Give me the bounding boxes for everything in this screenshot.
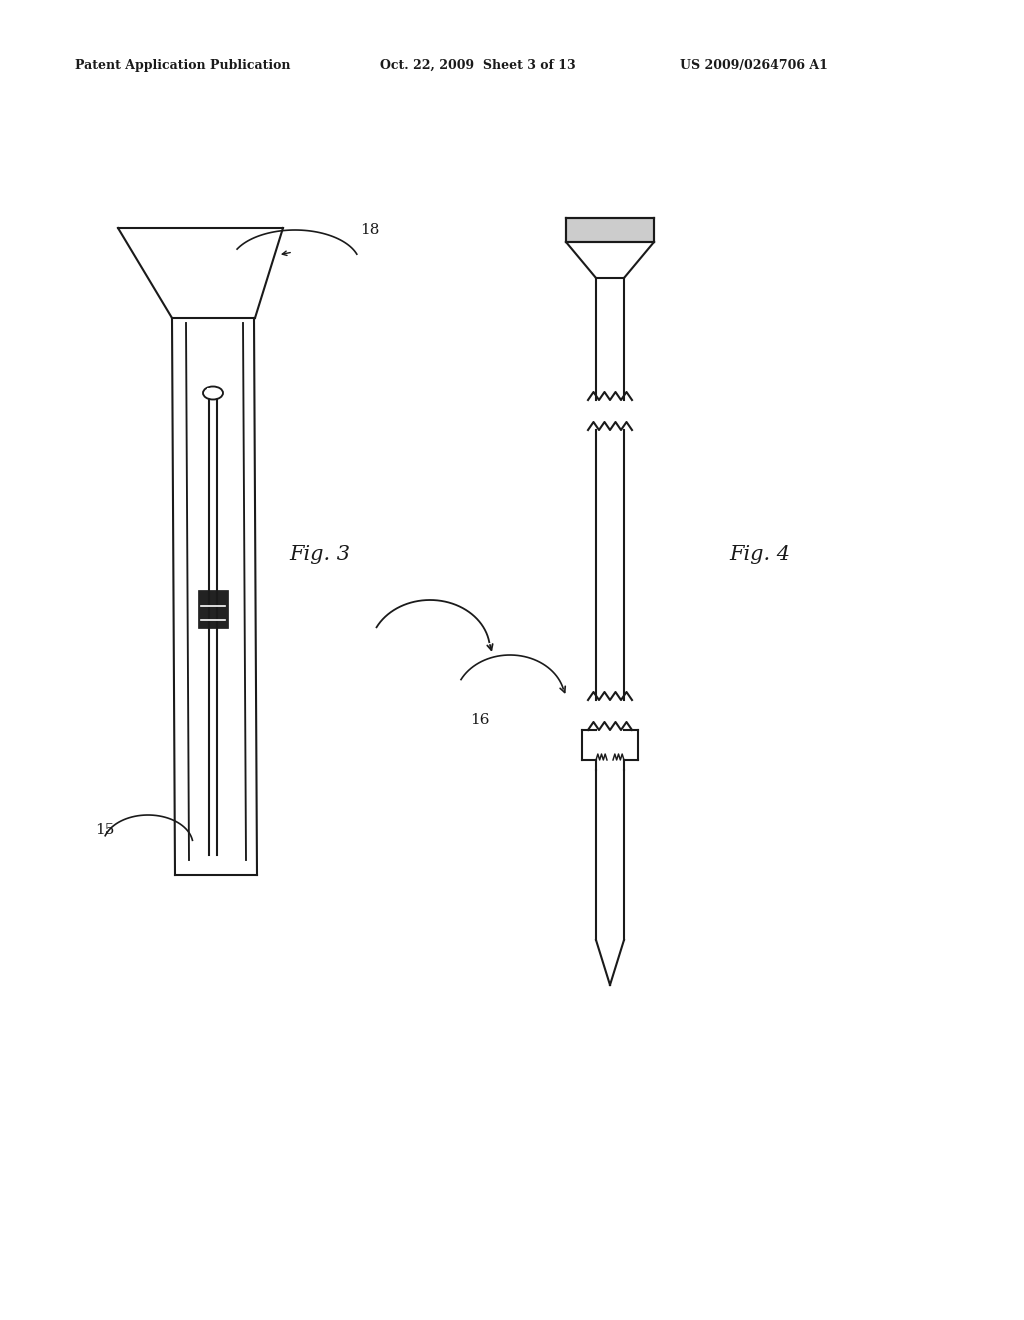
- Text: US 2009/0264706 A1: US 2009/0264706 A1: [680, 58, 827, 71]
- Text: 16: 16: [470, 713, 489, 727]
- Bar: [198, 590, 228, 628]
- Text: Patent Application Publication: Patent Application Publication: [75, 58, 291, 71]
- Text: 18: 18: [360, 223, 379, 238]
- Text: Fig. 3: Fig. 3: [290, 545, 350, 565]
- Text: 15: 15: [95, 822, 115, 837]
- Text: Oct. 22, 2009  Sheet 3 of 13: Oct. 22, 2009 Sheet 3 of 13: [380, 58, 575, 71]
- Bar: [566, 218, 654, 242]
- Text: Fig. 4: Fig. 4: [729, 545, 791, 565]
